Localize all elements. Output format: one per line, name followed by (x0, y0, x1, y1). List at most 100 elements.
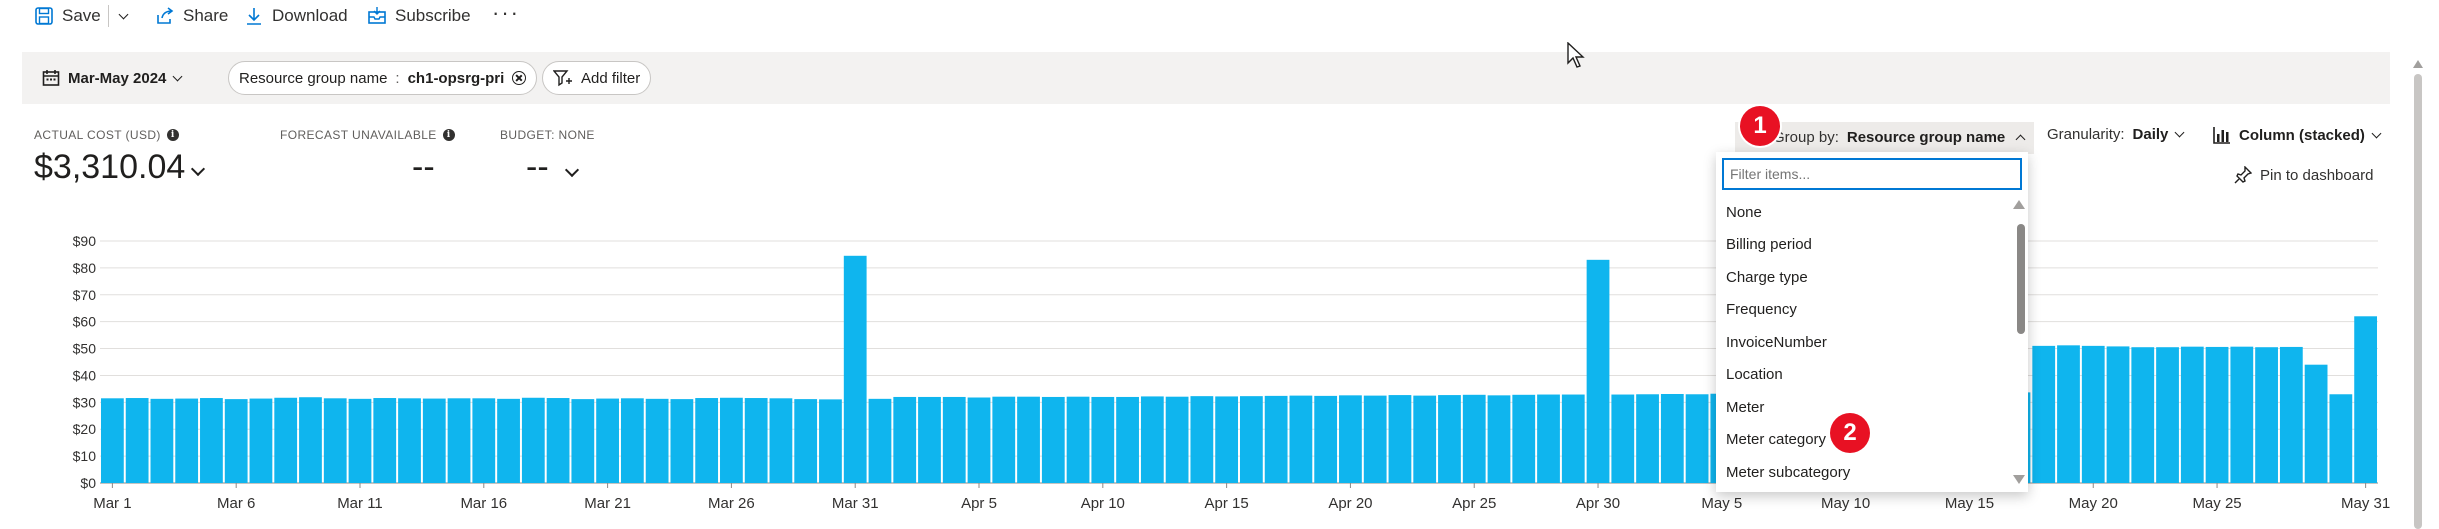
x-tick-label: Apr 15 (1205, 495, 1249, 512)
remove-filter-icon[interactable] (512, 71, 527, 85)
chevron-down-icon[interactable] (564, 162, 579, 177)
option-none[interactable]: None (1726, 203, 1762, 221)
bar (596, 398, 619, 483)
group-by-dropdown[interactable]: Group by: Resource group name (1735, 122, 2035, 154)
bar (497, 398, 520, 483)
budget-value-row: -- (526, 148, 595, 187)
option-billing-period[interactable]: Billing period (1726, 236, 1812, 254)
bar (224, 399, 248, 483)
date-range-picker[interactable]: Mar-May 2024 (32, 61, 191, 95)
x-tick-label: Mar 26 (708, 495, 755, 512)
bar (967, 397, 991, 483)
option-meter-category[interactable]: Meter category (1726, 431, 1827, 449)
option-invoice-number[interactable]: InvoiceNumber (1726, 333, 1827, 351)
x-tick-label: Mar 21 (584, 495, 631, 512)
granularity-value: Daily (2132, 126, 2169, 143)
group-by-filter-input[interactable] (1722, 158, 2022, 190)
bar (1660, 393, 1684, 483)
dropdown-scrollbar[interactable] (2017, 224, 2025, 334)
bar (274, 397, 298, 483)
granularity-dropdown[interactable]: Granularity: Daily (2047, 126, 2185, 143)
save-icon (35, 7, 53, 25)
bar (1586, 259, 1610, 483)
scroll-down-arrow[interactable] (2013, 475, 2025, 484)
bar (2304, 364, 2328, 483)
bar (348, 398, 372, 483)
filter-value: ch1-opsrg-pri (407, 69, 505, 87)
bar (2205, 346, 2229, 483)
bar (1611, 394, 1635, 483)
bar (720, 397, 743, 483)
filter-separator: : (395, 69, 400, 87)
page-scroll-thumb[interactable] (2414, 74, 2422, 529)
date-range-label: Mar-May 2024 (68, 69, 167, 87)
option-meter[interactable]: Meter (1726, 398, 1765, 416)
x-tick-label: Apr 30 (1576, 495, 1620, 512)
actual-cost-value: $3,310.04 (34, 148, 186, 186)
actual-cost-kpi[interactable]: ACTUAL COST (USD) i $3,310.04 (34, 128, 206, 187)
x-tick-label: May 10 (1821, 495, 1870, 512)
y-tick-label: $30 (73, 394, 97, 410)
bar (2329, 394, 2353, 483)
bar (546, 398, 570, 483)
bar (373, 398, 397, 483)
x-tick-label: May 20 (2069, 495, 2118, 512)
info-icon[interactable]: i (442, 129, 455, 141)
y-tick-label: $10 (73, 448, 97, 464)
filter-pill-resource-group[interactable]: Resource group name : ch1-opsrg-pri (228, 61, 538, 95)
info-icon[interactable]: i (166, 129, 179, 141)
bar (1165, 396, 1189, 483)
download-button[interactable]: Download (244, 1, 348, 31)
x-tick-label: Mar 31 (832, 495, 879, 512)
bar (1041, 396, 1065, 483)
bar (447, 398, 471, 483)
subscribe-button[interactable]: Subscribe (367, 1, 471, 31)
more-options-button[interactable]: ··· (492, 0, 520, 25)
bar (645, 398, 669, 483)
page-scroll-up-arrow[interactable] (2413, 60, 2423, 68)
chevron-down-icon (2174, 127, 2185, 138)
forecast-kpi: FORECAST UNAVAILABLE i -- (280, 128, 455, 187)
option-charge-type[interactable]: Charge type (1726, 268, 1808, 286)
page-scrollbar[interactable] (2413, 60, 2423, 529)
y-tick-label: $40 (73, 367, 97, 383)
chevron-down-icon[interactable] (191, 161, 206, 176)
group-by-prefix: Group by: (1773, 128, 1839, 146)
subscribe-icon (368, 7, 386, 24)
bar (2032, 345, 2056, 483)
bar (2106, 346, 2130, 483)
bar (1066, 396, 1090, 483)
chevron-down-icon (2371, 128, 2382, 138)
option-location[interactable]: Location (1726, 366, 1783, 384)
actual-cost-label-row: ACTUAL COST (USD) i (34, 128, 203, 142)
bar (422, 398, 446, 483)
chart-type-dropdown[interactable]: Column (stacked) (2213, 126, 2382, 144)
option-meter-subcategory[interactable]: Meter subcategory (1726, 463, 1851, 481)
subscribe-label: Subscribe (395, 6, 471, 25)
scroll-up-arrow[interactable] (2013, 200, 2025, 209)
share-button[interactable]: Share (155, 1, 228, 31)
bar (1685, 394, 1709, 483)
bar (2255, 347, 2278, 483)
bar (1017, 396, 1040, 483)
save-button[interactable]: Save (34, 1, 101, 31)
pin-icon (2234, 166, 2252, 184)
bar (843, 255, 867, 483)
bar (670, 399, 694, 483)
granularity-prefix: Granularity: (2047, 126, 2125, 143)
bar (200, 398, 223, 483)
y-tick-label: $50 (73, 341, 97, 357)
add-filter-button[interactable]: Add filter (542, 61, 652, 95)
pin-to-dashboard-button[interactable]: Pin to dashboard (2234, 166, 2373, 184)
bar (695, 398, 719, 483)
bar (992, 396, 1016, 483)
bar (1264, 395, 1288, 483)
option-frequency[interactable]: Frequency (1726, 301, 1797, 319)
bar (1116, 396, 1139, 483)
bar (1512, 394, 1536, 483)
y-tick-label: $20 (73, 421, 97, 437)
x-tick-label: May 25 (2192, 495, 2241, 512)
save-dropdown-button[interactable] (116, 1, 129, 31)
budget-kpi[interactable]: BUDGET: NONE -- (500, 128, 595, 187)
mouse-cursor-icon (1567, 42, 1585, 68)
